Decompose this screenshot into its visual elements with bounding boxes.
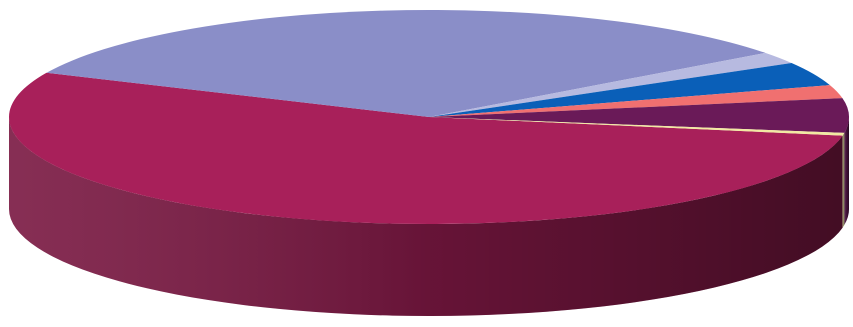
pie-slice-side-shade-1 xyxy=(9,117,843,316)
pie-slice-6 xyxy=(429,98,849,133)
pie-slice-4 xyxy=(429,62,830,117)
pie-slice-7 xyxy=(429,117,845,136)
pie-slice-3 xyxy=(429,52,792,117)
pie-slice-5 xyxy=(429,85,843,117)
pie-slice-1 xyxy=(8,72,843,225)
pie-top-faces xyxy=(8,9,849,225)
pie-slice-side-shade-6 xyxy=(844,117,849,225)
pie-slice-side-shade-7 xyxy=(842,132,845,228)
pie-slice-2 xyxy=(46,9,766,118)
pie-side-walls xyxy=(9,117,849,316)
